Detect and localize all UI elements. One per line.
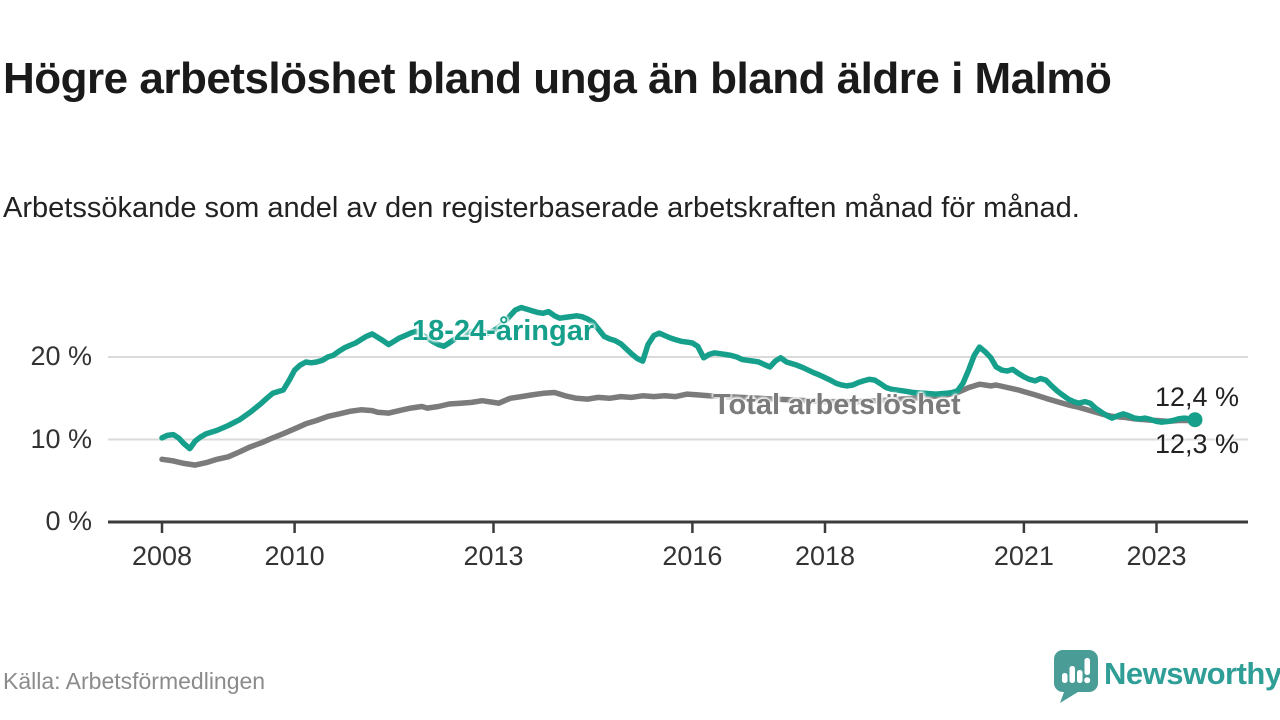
series-label-youth: 18-24-åringar: [412, 315, 595, 347]
page-title: Högre arbetslöshet bland unga än bland ä…: [3, 54, 1112, 104]
brand-name: Newsworthy: [1104, 656, 1280, 691]
series-label-total: Total arbetslöshet: [713, 389, 961, 421]
end-value-label-total: 12,3 %: [1155, 429, 1240, 459]
speech-bubble-bar-chart-icon: [1054, 650, 1098, 703]
x-axis-label: 2023: [1126, 541, 1187, 571]
series-end-dot: [1187, 412, 1203, 428]
x-axis-label: 2016: [662, 541, 723, 571]
end-value-label-youth: 12,4 %: [1155, 382, 1240, 412]
y-axis-label: 0 %: [45, 506, 92, 536]
x-axis-label: 2021: [993, 541, 1054, 571]
x-axis-label: 2018: [794, 541, 856, 571]
x-axis-label: 2008: [131, 541, 193, 571]
y-axis-label: 20 %: [30, 341, 92, 371]
chart-subtitle: Arbetssökande som andel av den registerb…: [3, 192, 1080, 224]
series-line: [159, 304, 1198, 452]
series-line: [159, 381, 1198, 468]
y-axis-label: 10 %: [30, 423, 92, 454]
x-axis-label: 2013: [463, 541, 524, 571]
x-axis-label: 2010: [264, 541, 325, 571]
newsworthy-logo: Newsworthy: [1053, 649, 1280, 705]
source-credit: Källa: Arbetsförmedlingen: [3, 668, 266, 694]
